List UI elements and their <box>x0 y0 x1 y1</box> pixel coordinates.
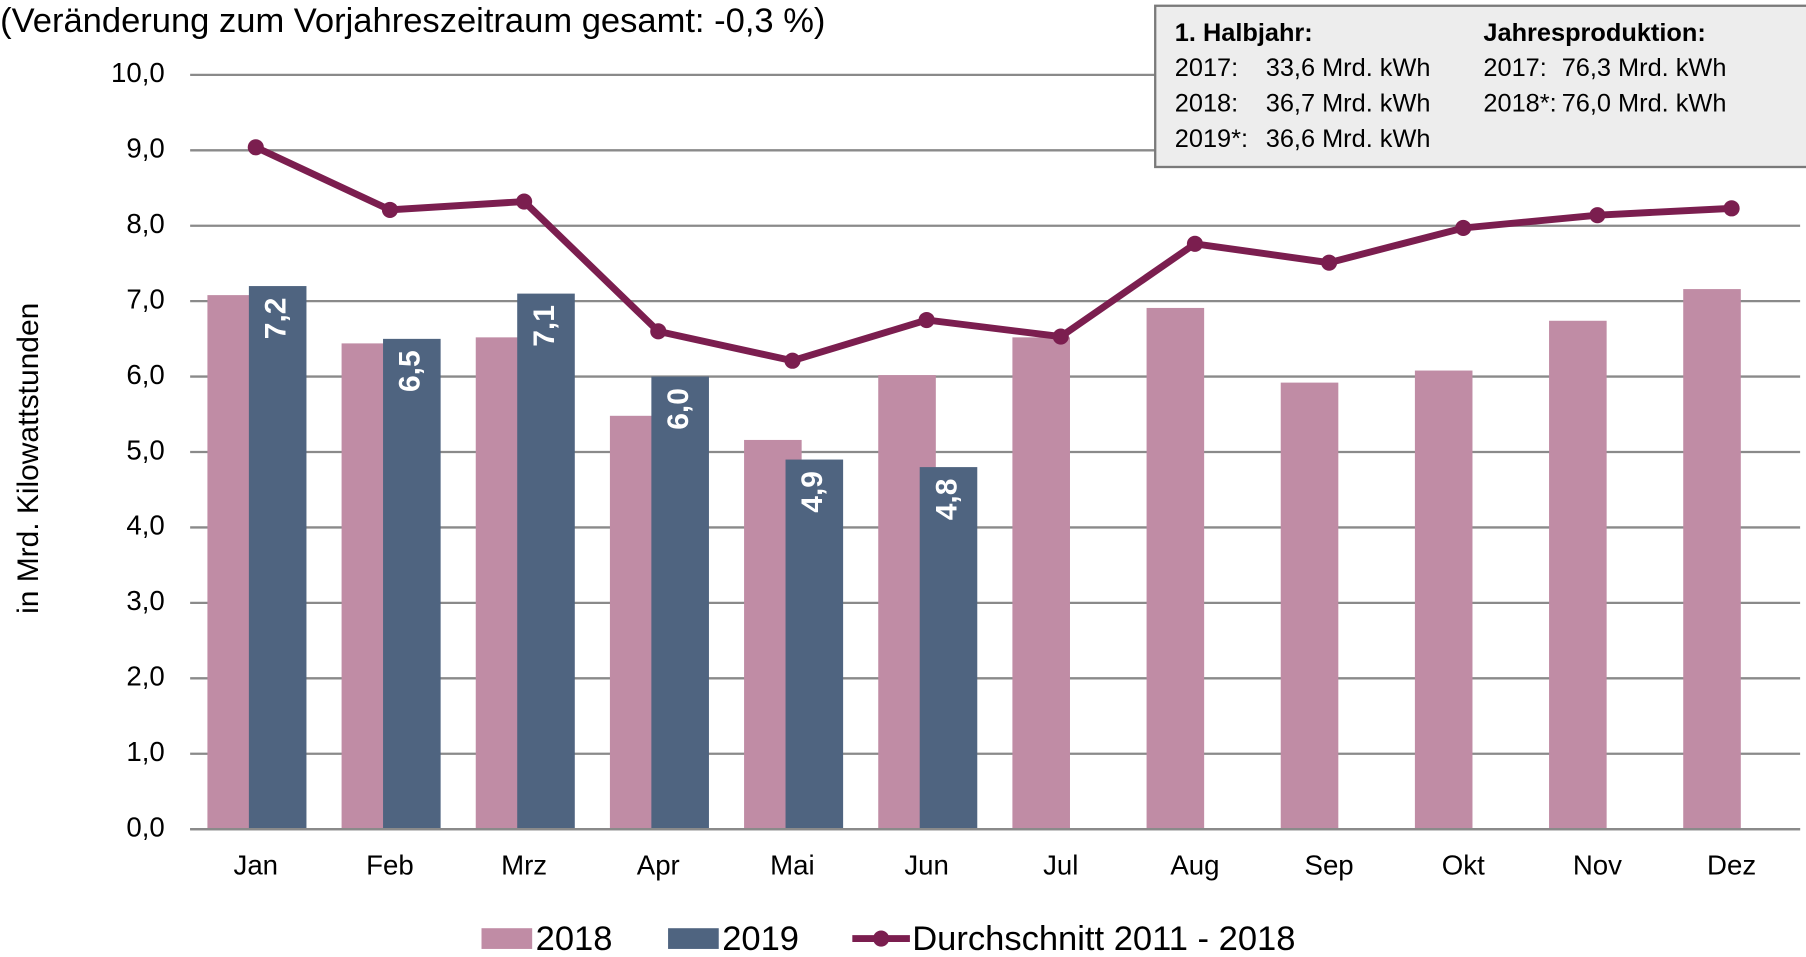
data-label: 4,9 <box>796 471 829 513</box>
info-value: 76,0 Mrd. kWh <box>1562 89 1727 117</box>
bar <box>919 467 978 830</box>
line-marker <box>1321 254 1338 271</box>
line-marker <box>918 311 935 329</box>
x-tick-label: Mrz <box>501 849 547 880</box>
y-tick-label: 10,0 <box>111 57 165 88</box>
data-label: 7,2 <box>260 298 293 340</box>
info-label: 2018*: <box>1483 89 1556 117</box>
line-marker <box>1455 219 1472 237</box>
bar <box>1414 370 1473 830</box>
info-value: 36,6 Mrd. kWh <box>1266 125 1431 153</box>
info-value: 76,3 Mrd. kWh <box>1562 54 1727 82</box>
bar <box>1280 382 1339 830</box>
info-value: 36,7 Mrd. kWh <box>1266 89 1431 117</box>
x-tick-label: Dez <box>1707 849 1756 880</box>
bar <box>248 286 307 830</box>
line-marker <box>1589 207 1606 224</box>
bar <box>1146 307 1205 830</box>
x-tick-label: Aug <box>1170 849 1219 880</box>
line-marker <box>381 201 399 218</box>
line-marker <box>247 139 264 156</box>
x-tick-label: Sep <box>1305 849 1354 880</box>
line-marker <box>1052 328 1069 345</box>
legend-label: 2019 <box>722 920 799 957</box>
line-marker <box>650 323 667 340</box>
y-tick-label: 1,0 <box>126 736 164 767</box>
bar <box>383 338 441 830</box>
y-axis-label: in Mrd. Kilowattstunden <box>12 303 45 614</box>
info-label: 2017: <box>1483 54 1546 82</box>
chart-title: (Veränderung zum Vorjahreszeitraum gesam… <box>0 2 825 40</box>
y-tick-label: 8,0 <box>126 208 164 239</box>
bar <box>785 459 844 830</box>
data-label: 7,1 <box>528 305 561 347</box>
info-label: 2019*: <box>1175 125 1248 153</box>
data-label: 4,8 <box>930 479 963 521</box>
y-tick-label: 6,0 <box>126 359 164 390</box>
x-tick-label: Apr <box>637 849 680 880</box>
y-tick-label: 2,0 <box>126 661 164 692</box>
x-tick-label: Mai <box>770 849 815 880</box>
info-title: 1. Halbjahr: <box>1175 19 1313 47</box>
bar <box>651 376 709 830</box>
info-box <box>1154 4 1806 169</box>
y-tick-label: 3,0 <box>126 585 164 616</box>
x-tick-label: Jul <box>1043 849 1078 880</box>
x-tick-label: Jan <box>234 849 279 880</box>
bar <box>1683 289 1741 830</box>
x-tick-label: Okt <box>1442 849 1485 880</box>
line-marker <box>1723 200 1740 217</box>
bar <box>1012 337 1070 830</box>
legend-swatch <box>481 928 533 949</box>
x-tick-label: Nov <box>1573 849 1622 880</box>
legend-label: 2018 <box>536 920 613 957</box>
line-marker <box>784 352 801 369</box>
line-marker <box>1186 235 1203 252</box>
y-tick-label: 7,0 <box>126 283 164 314</box>
data-label: 6,0 <box>662 388 695 430</box>
y-tick-label: 0,0 <box>126 811 164 842</box>
info-label: 2018: <box>1175 89 1238 117</box>
legend-label: Durchschnitt 2011 - 2018 <box>912 920 1295 957</box>
data-label: 6,5 <box>394 350 427 392</box>
bar <box>517 293 575 830</box>
legend-swatch <box>873 930 890 947</box>
x-tick-label: Jun <box>904 849 949 880</box>
y-tick-label: 5,0 <box>126 434 164 465</box>
y-tick-label: 4,0 <box>126 510 164 541</box>
info-label: 2017: <box>1175 54 1238 82</box>
info-value: 33,6 Mrd. kWh <box>1266 54 1431 82</box>
bar <box>1549 320 1607 830</box>
info-title: Jahresproduktion: <box>1483 19 1705 47</box>
y-tick-label: 9,0 <box>126 133 164 164</box>
line <box>254 144 1732 365</box>
legend-swatch <box>668 928 719 949</box>
line-marker <box>516 193 533 210</box>
x-tick-label: Feb <box>366 849 414 880</box>
